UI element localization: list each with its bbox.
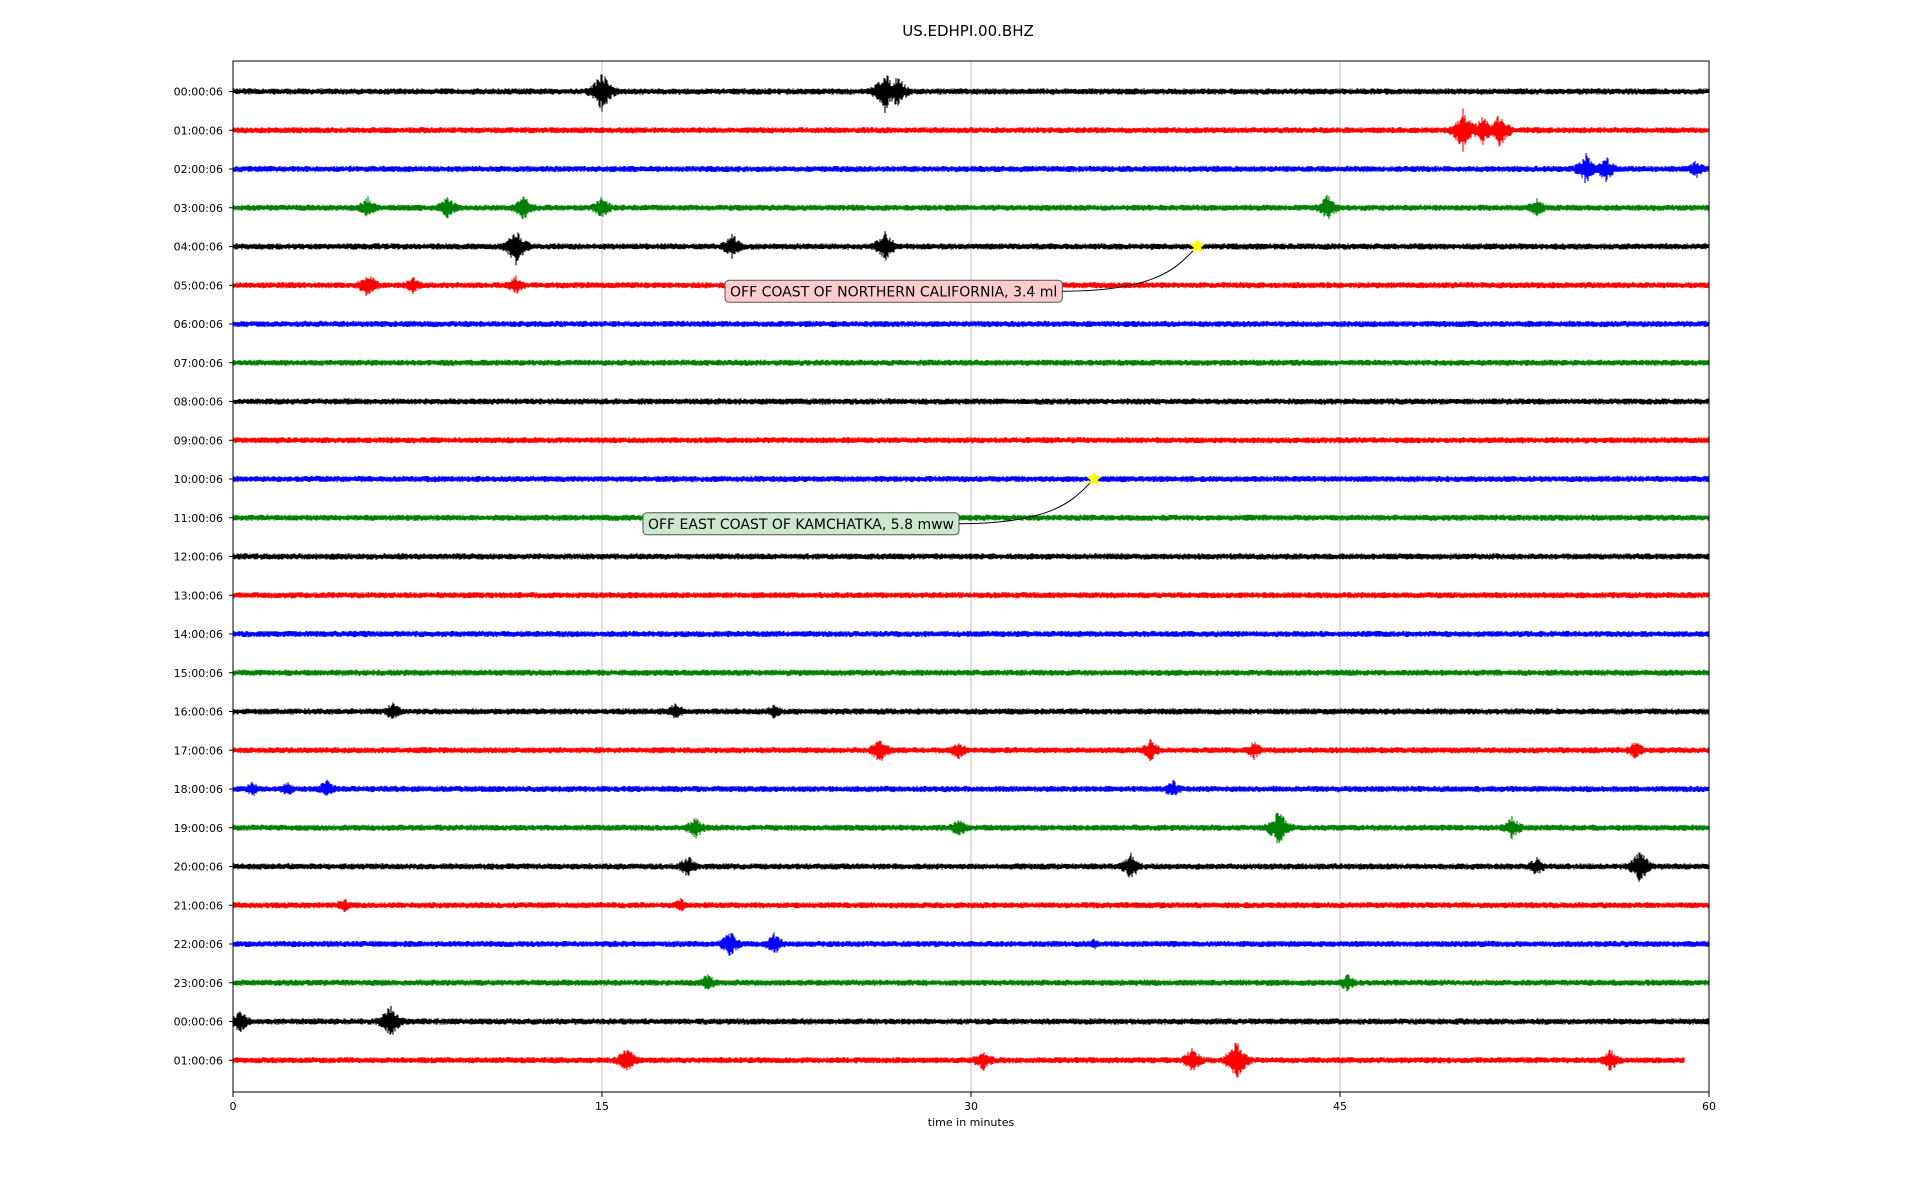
hour-label: 08:00:06 [174, 396, 223, 409]
hour-label: 23:00:06 [174, 977, 223, 990]
x-tick-label: 30 [964, 1100, 978, 1113]
x-tick-label: 0 [230, 1100, 237, 1113]
event-annotation: OFF EAST COAST OF KAMCHATKA, 5.8 mww [642, 470, 1103, 536]
event-label: OFF COAST OF NORTHERN CALIFORNIA, 3.4 ml [730, 284, 1057, 300]
hour-label: 05:00:06 [174, 279, 223, 292]
event-annotation: OFF COAST OF NORTHERN CALIFORNIA, 3.4 ml [724, 237, 1206, 303]
hour-label: 06:00:06 [174, 318, 223, 331]
x-tick-label: 15 [595, 1100, 609, 1113]
hour-label: 17:00:06 [174, 744, 223, 757]
x-tick-label: 60 [1702, 1100, 1716, 1113]
hour-label: 18:00:06 [174, 783, 223, 796]
hour-label: 15:00:06 [174, 667, 223, 680]
hour-label: 04:00:06 [174, 241, 223, 254]
hour-labels: 00:00:06 01:00:06 02:00:06 03:00:06 04:00:06… [174, 86, 233, 1067]
event-connector [1062, 250, 1194, 292]
hour-label: 01:00:06 [174, 1054, 223, 1067]
hour-label: 07:00:06 [174, 357, 223, 370]
event-connector [958, 482, 1091, 525]
trace-row-8 [232, 398, 1710, 405]
hour-label: 22:00:06 [174, 938, 223, 951]
hour-label: 00:00:06 [174, 86, 223, 99]
hour-label: 12:00:06 [174, 551, 223, 564]
hour-label: 14:00:06 [174, 628, 223, 641]
hour-label: 01:00:06 [174, 124, 223, 137]
hour-label: 03:00:06 [174, 202, 223, 215]
hour-label: 09:00:06 [174, 434, 223, 447]
trace-row-25 [232, 1042, 1685, 1078]
trace-row-12 [232, 553, 1710, 560]
hour-label: 16:00:06 [174, 706, 223, 719]
chart-title: US.EDHPI.00.BHZ [902, 22, 1034, 40]
x-axis-ticks: 0 15 30 45 60 [230, 1092, 1716, 1113]
x-axis-label: time in minutes [928, 1116, 1015, 1129]
hour-label: 20:00:06 [174, 861, 223, 874]
trace-row-7 [232, 359, 1710, 366]
x-tick-label: 45 [1333, 1100, 1347, 1113]
hour-label: 11:00:06 [174, 512, 223, 525]
trace-row-15 [232, 669, 1710, 676]
event-star-icon [1085, 470, 1103, 487]
hour-label: 00:00:06 [174, 1016, 223, 1029]
hour-label: 02:00:06 [174, 163, 223, 176]
hour-label: 10:00:06 [174, 473, 223, 486]
hour-label: 13:00:06 [174, 589, 223, 602]
event-annotations: OFF COAST OF NORTHERN CALIFORNIA, 3.4 ml… [642, 237, 1206, 536]
event-star-icon [1189, 237, 1206, 254]
hour-label: 21:00:06 [174, 899, 223, 912]
grid-lines [601, 61, 1341, 1092]
hour-label: 19:00:06 [174, 822, 223, 835]
event-label: OFF EAST COAST OF KAMCHATKA, 5.8 mww [648, 517, 954, 533]
